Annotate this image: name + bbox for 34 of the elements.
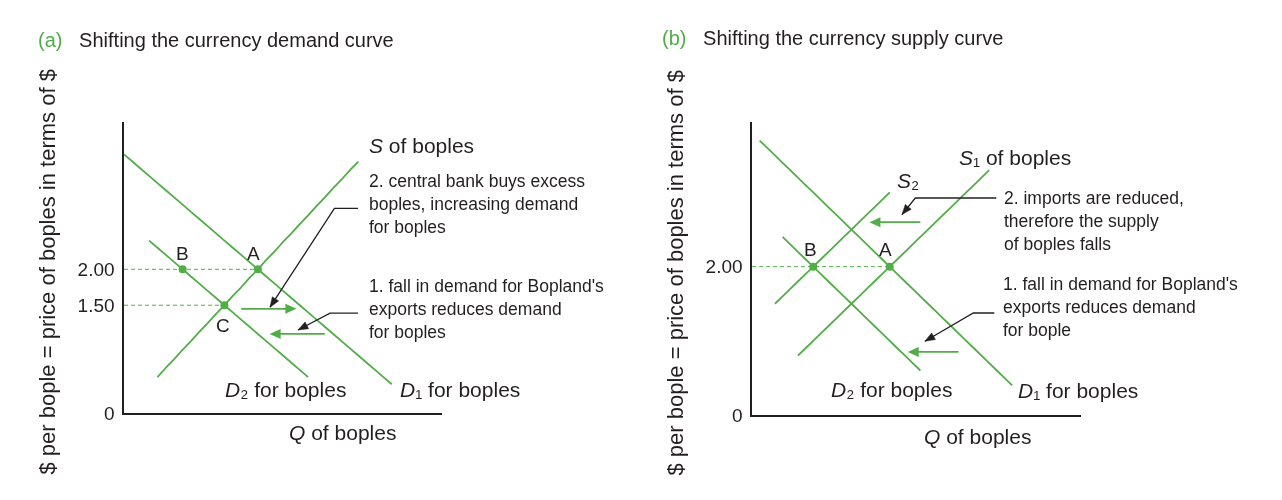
series-label: A — [879, 239, 892, 260]
point — [220, 301, 229, 310]
series-label: D₁ for boples — [1018, 379, 1139, 402]
series-label: S₁ of boples — [959, 146, 1072, 169]
annotation: 2. central bank buys excess boples, increasing demand for boples — [369, 171, 586, 237]
series-label: S₂ — [897, 169, 920, 192]
y-tick-label: 0 — [104, 402, 115, 424]
y-axis-title: $ per bople = price of boples in terms of $ — [662, 70, 688, 476]
line-series — [774, 191, 891, 305]
annotation: 1. fall in demand for Bopland's exports reduces demand for boples — [369, 276, 605, 342]
y-axis-title: $ per bople = price of boples in terms of $ — [34, 69, 60, 475]
series-label: A — [247, 243, 260, 264]
series-label: C — [216, 315, 230, 336]
point — [178, 265, 187, 274]
line-series — [156, 160, 360, 378]
series-label: B — [804, 239, 817, 260]
x-axis-title: Q of boples — [289, 421, 397, 444]
y-tick-label: 2.00 — [705, 256, 743, 278]
annotation: 2. imports are reduced, therefore the supply of boples falls — [1004, 188, 1184, 254]
series-label: S of boples — [369, 134, 475, 157]
x-axis-title: Q of boples — [924, 425, 1032, 448]
series-label: D₁ for boples — [400, 378, 521, 401]
y-tick-label: 2.00 — [77, 258, 115, 280]
y-tick-label: 0 — [732, 404, 743, 426]
point — [885, 262, 894, 271]
series-label: D₂ for boples — [225, 378, 347, 401]
chart-title: (a) Shifting the currency demand curve — [38, 29, 394, 51]
point — [253, 265, 262, 274]
annotation: 1. fall in demand for Bopland's exports reduces demand for bople — [1003, 274, 1239, 340]
line-series — [148, 239, 310, 378]
point — [809, 262, 818, 271]
chart-title: (b) Shifting the currency supply curve — [662, 27, 1004, 49]
series-label: B — [176, 243, 189, 264]
series-label: D₂ for boples — [831, 378, 953, 401]
